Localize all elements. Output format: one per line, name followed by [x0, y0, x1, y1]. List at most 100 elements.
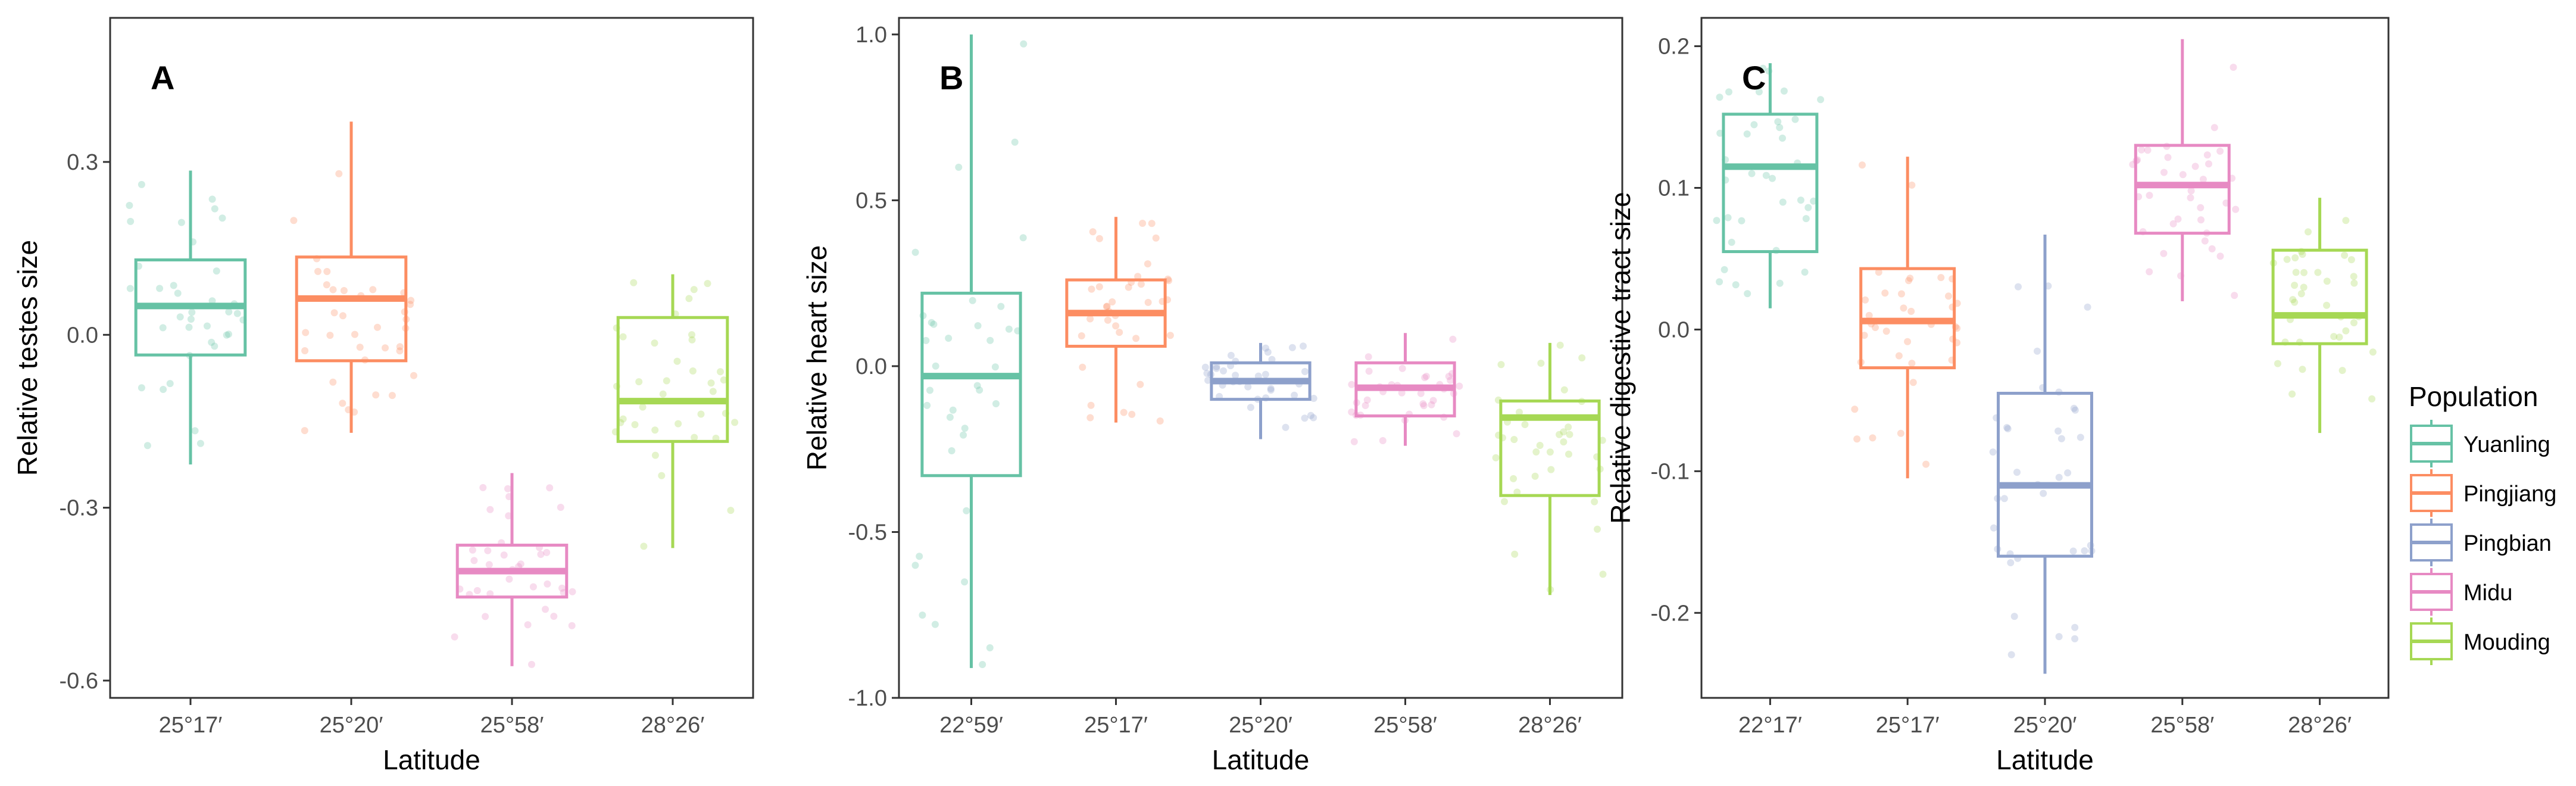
- data-point: [2231, 292, 2238, 300]
- data-point: [2054, 427, 2062, 435]
- data-point: [330, 309, 338, 317]
- data-point: [340, 287, 348, 294]
- data-point: [1990, 524, 1997, 532]
- x-tick-label: 22°59′: [939, 713, 1003, 738]
- data-point: [407, 297, 415, 304]
- data-point: [663, 377, 670, 385]
- data-point: [482, 613, 489, 620]
- panel-letter: C: [1742, 59, 1766, 96]
- data-point: [1724, 214, 1732, 222]
- box-pingjiang: [1859, 157, 1956, 479]
- data-point: [916, 553, 923, 560]
- data-point: [2010, 613, 2018, 620]
- data-point: [1156, 417, 1164, 425]
- data-point: [544, 580, 551, 588]
- data-point: [1005, 325, 1013, 333]
- data-point: [1774, 118, 1782, 126]
- data-point: [1513, 488, 1521, 496]
- data-point: [1907, 307, 1915, 315]
- data-point: [407, 301, 414, 308]
- data-point: [1909, 379, 1917, 386]
- data-point: [948, 447, 956, 454]
- data-point: [2288, 390, 2296, 398]
- y-tick-label: 0.5: [855, 188, 887, 213]
- data-point: [1900, 304, 1907, 312]
- legend-label: Pingbian: [2463, 531, 2552, 556]
- data-point: [1516, 408, 1523, 416]
- panel-letter: B: [939, 59, 963, 96]
- data-point: [1556, 431, 1563, 438]
- data-point: [1109, 298, 1116, 305]
- data-point: [372, 391, 380, 399]
- panel-A: -0.6 -0.3 0.0 0.3 25°17′ 25°20′ 25°58′ 28°26′ La…: [12, 17, 754, 775]
- data-point: [517, 560, 524, 568]
- data-point: [2368, 395, 2376, 403]
- data-point: [1804, 204, 1812, 211]
- data-point: [720, 376, 727, 384]
- data-point: [2350, 273, 2358, 280]
- data-point: [1547, 466, 1555, 473]
- data-point: [1086, 414, 1094, 422]
- data-point: [911, 562, 919, 569]
- data-point: [1137, 280, 1145, 288]
- data-point: [1759, 64, 1767, 72]
- data-point: [1144, 298, 1152, 306]
- data-point: [2070, 404, 2078, 412]
- data-point: [204, 322, 211, 330]
- data-point: [537, 551, 545, 558]
- data-point: [2144, 146, 2152, 154]
- data-point: [170, 282, 177, 289]
- data-point: [1851, 406, 1859, 413]
- panel-frame: [109, 17, 754, 699]
- data-point: [177, 219, 185, 226]
- data-point: [1937, 274, 1945, 282]
- data-point: [211, 342, 218, 350]
- data-point: [2299, 251, 2306, 258]
- data-point: [335, 170, 343, 177]
- data-point: [1213, 363, 1220, 370]
- data-point: [969, 297, 976, 304]
- data-point: [1716, 93, 1723, 101]
- data-point: [223, 331, 230, 339]
- y-axis-title: Relative testes size: [12, 240, 43, 476]
- data-point: [529, 583, 537, 591]
- data-point: [979, 661, 986, 668]
- data-point: [1859, 161, 1866, 169]
- data-point: [2230, 64, 2237, 71]
- data-point: [1429, 397, 1437, 404]
- box-mouding: [2271, 198, 2368, 433]
- data-point: [1421, 374, 1429, 382]
- data-point: [484, 547, 492, 554]
- y-tick-label: 0.2: [1658, 35, 1690, 60]
- panels: -0.6 -0.3 0.0 0.3 25°17′ 25°20′ 25°58′ 28°26′ La…: [12, 17, 2390, 775]
- data-point: [1204, 376, 1211, 384]
- box-iqr: [920, 291, 1022, 478]
- data-point: [1112, 322, 1120, 330]
- data-point: [1447, 376, 1454, 384]
- legend-keys: Yuanling Pingjiang Pingbian Midu Mouding: [2410, 420, 2556, 665]
- data-point: [1853, 435, 1861, 443]
- data-point: [1776, 124, 1784, 132]
- data-point: [986, 644, 994, 651]
- data-point: [731, 419, 739, 426]
- data-point: [1247, 404, 1254, 411]
- legend-entry-yuanling: Yuanling: [2410, 420, 2550, 467]
- data-point: [658, 472, 666, 479]
- data-point: [2232, 205, 2240, 213]
- data-point: [960, 431, 967, 439]
- data-point: [1128, 410, 1136, 418]
- box-yuanling: [134, 170, 247, 465]
- data-point: [630, 279, 638, 286]
- data-point: [1428, 401, 1435, 408]
- data-point: [1779, 135, 1786, 142]
- data-point: [500, 551, 508, 559]
- data-point: [2057, 435, 2065, 442]
- box-yuanling: [1722, 63, 1819, 308]
- box-mouding: [1499, 342, 1601, 595]
- data-point: [2208, 245, 2216, 252]
- data-point: [963, 507, 970, 514]
- data-point: [1591, 498, 1598, 506]
- data-point: [301, 347, 309, 354]
- data-point: [196, 439, 204, 447]
